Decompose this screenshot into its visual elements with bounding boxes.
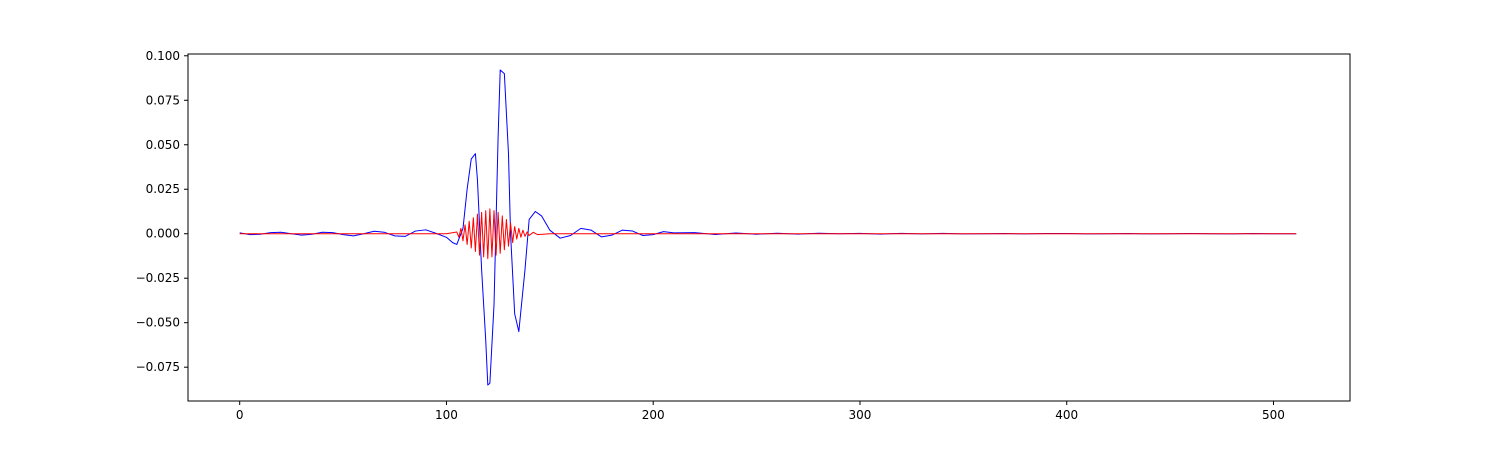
x-axis: 0 100 200 300 400 500 [236, 401, 1285, 422]
y-axis: −0.075 −0.050 −0.025 0.000 0.025 0.050 0.075 0.… [136, 49, 188, 374]
y-tick-label: −0.075 [136, 360, 180, 374]
y-tick-label: 0.025 [146, 182, 180, 196]
y-tick-label: −0.050 [136, 316, 180, 330]
x-tick-label: 100 [435, 408, 458, 422]
y-tick-label: 0.000 [146, 227, 180, 241]
plot-background [188, 54, 1350, 401]
series-layer [239, 69, 1297, 386]
y-tick-label: −0.025 [136, 271, 180, 285]
y-tick-label: 0.075 [146, 93, 180, 107]
plot-frame [187, 53, 1351, 402]
y-tick-label: 0.100 [146, 49, 180, 63]
x-tick-label: 0 [236, 408, 244, 422]
series-line-2 [239, 208, 1297, 260]
x-tick-label: 500 [1262, 408, 1285, 422]
x-tick-label: 300 [849, 408, 872, 422]
x-tick-label: 400 [1055, 408, 1078, 422]
y-tick-label: 0.050 [146, 138, 180, 152]
x-tick-label: 200 [642, 408, 665, 422]
